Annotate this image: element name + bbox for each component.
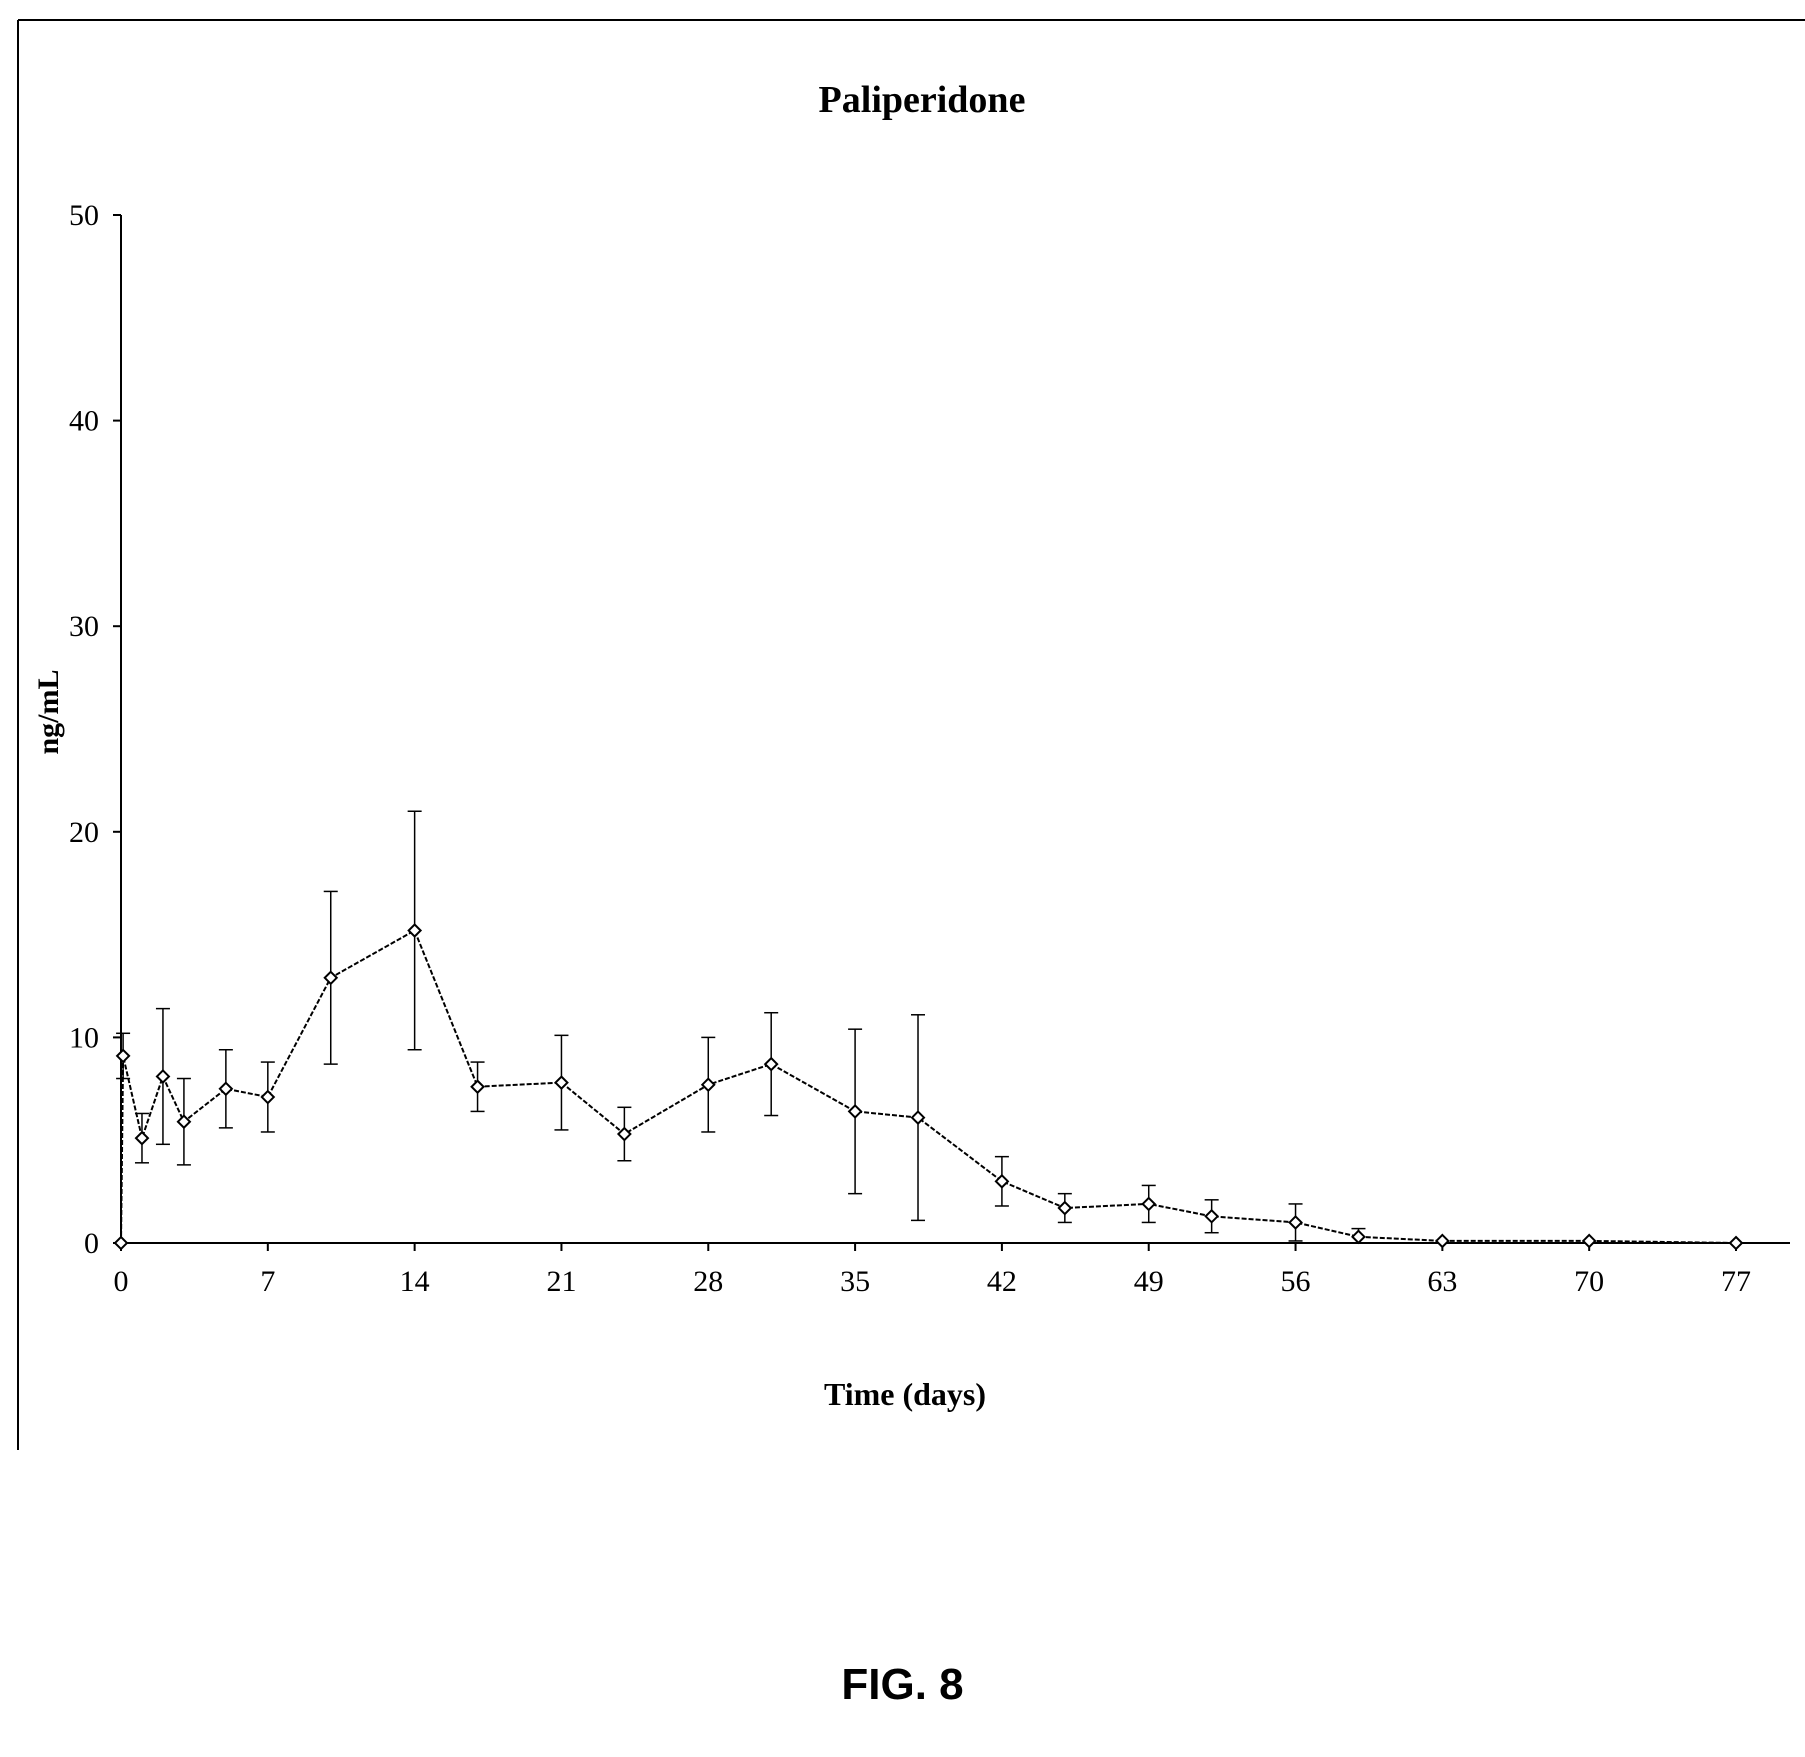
data-points [113, 923, 1744, 1251]
x-tick-label: 28 [693, 1265, 723, 1298]
data-point [847, 1104, 863, 1119]
x-tick-label: 63 [1427, 1265, 1457, 1298]
data-point [470, 1079, 485, 1095]
x-tick-label: 70 [1574, 1265, 1604, 1298]
data-point [260, 1089, 276, 1105]
error-bars [116, 810, 1366, 1244]
axis-ticks: 0 7 14 21 28 35 42 49 56 63 70 77 0 10 20 30 40 50 [69, 199, 1751, 1298]
data-point [700, 1077, 716, 1093]
data-point [1288, 1215, 1303, 1230]
chart-title: Paliperidone [819, 79, 1026, 121]
data-point [1581, 1233, 1597, 1249]
y-axis-label: ng/mL [32, 669, 65, 754]
data-point [176, 1114, 192, 1130]
data-point [1204, 1208, 1220, 1224]
data-point [1434, 1233, 1450, 1249]
x-tick-label: 49 [1134, 1265, 1164, 1298]
data-point [994, 1173, 1010, 1189]
data-point [1141, 1196, 1157, 1212]
data-point [155, 1069, 171, 1084]
data-point [134, 1130, 150, 1146]
x-tick-label: 77 [1721, 1265, 1751, 1298]
x-tick-label: 56 [1281, 1265, 1311, 1298]
series-line [120, 929, 1737, 1244]
figure-caption: FIG. 8 [841, 1660, 964, 1709]
y-tick-label: 0 [84, 1227, 99, 1260]
data-point [1057, 1200, 1073, 1216]
y-tick-label: 50 [69, 199, 99, 232]
x-tick-label: 42 [987, 1265, 1017, 1298]
x-tick-label: 0 [114, 1265, 129, 1298]
x-tick-label: 14 [400, 1265, 430, 1298]
data-point [113, 1235, 129, 1251]
y-tick-label: 30 [69, 610, 99, 643]
data-point [763, 1056, 779, 1072]
data-point [1728, 1235, 1744, 1251]
data-point [218, 1081, 234, 1097]
data-point [910, 1110, 926, 1125]
data-point [1351, 1229, 1366, 1245]
x-axis-label: Time (days) [824, 1376, 986, 1412]
x-tick-label: 35 [840, 1265, 870, 1298]
y-tick-label: 20 [69, 816, 99, 849]
x-tick-label: 7 [260, 1265, 275, 1298]
data-point [323, 970, 339, 986]
y-tick-label: 10 [69, 1021, 99, 1054]
x-tick-label: 21 [546, 1265, 576, 1298]
data-point [115, 1048, 131, 1064]
data-point [554, 1075, 569, 1091]
data-point [407, 923, 423, 938]
data-point [616, 1126, 632, 1142]
y-tick-label: 40 [69, 405, 99, 438]
